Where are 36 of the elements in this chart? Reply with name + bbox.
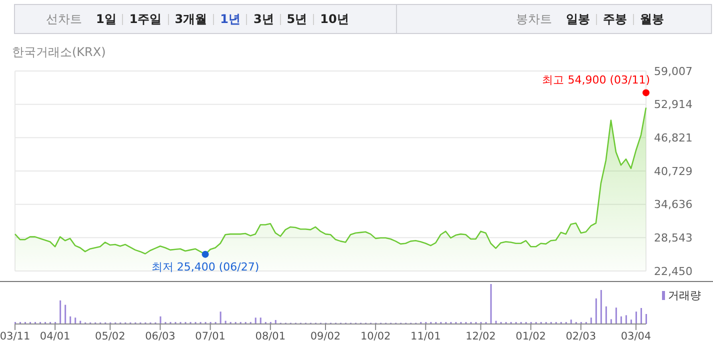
x-tick-label: 11/01	[410, 330, 441, 342]
y-tick-label: 46,821	[654, 132, 692, 145]
text: 1년	[220, 10, 240, 28]
x-tick-label: 06/03	[145, 330, 176, 342]
x-tick-label: 03/04	[620, 330, 652, 342]
x-tick-label: 05/02	[95, 330, 126, 342]
text: 1주일	[129, 10, 162, 28]
text: 3년	[253, 10, 274, 28]
x-tick-label: 04/01	[40, 330, 70, 342]
annotation: 최저 25,400 (06/27)	[151, 260, 260, 274]
y-tick-label: 34,636	[654, 198, 692, 212]
text: 1일	[96, 10, 116, 28]
y-tick-label: 59,007	[654, 64, 692, 78]
text: 선차트	[46, 10, 82, 28]
text: 5년	[286, 10, 308, 28]
y-tick-label: 40,729	[654, 164, 692, 178]
x-tick-label: 09/02	[310, 330, 341, 342]
x-tick-label: 08/01	[255, 330, 286, 342]
legend-label: 거래량	[667, 288, 701, 303]
text: 3개월	[174, 10, 208, 28]
x-tick-label: 02/03	[566, 330, 596, 342]
text: 주봉	[603, 10, 627, 28]
y-tick-label: 28,543	[654, 232, 692, 245]
chart-subtitle: 한국거래소(KRX)	[12, 44, 106, 61]
text: 봉차트	[516, 10, 552, 28]
y-tick-label: 52,914	[654, 98, 692, 112]
y-tick-label: 22,450	[654, 264, 692, 278]
text: 일봉	[566, 10, 590, 28]
x-tick-label: 07/01	[195, 330, 226, 342]
x-tick-label: 01/02	[516, 330, 546, 342]
text: 10년	[320, 10, 349, 28]
x-tick-label: 10/02	[360, 330, 391, 342]
x-tick-label: 03/11	[0, 330, 30, 342]
annotation: 최고 54,900 (03/11)	[542, 74, 650, 87]
text: 월봉	[640, 10, 664, 28]
x-tick-label: 12/02	[466, 330, 496, 342]
